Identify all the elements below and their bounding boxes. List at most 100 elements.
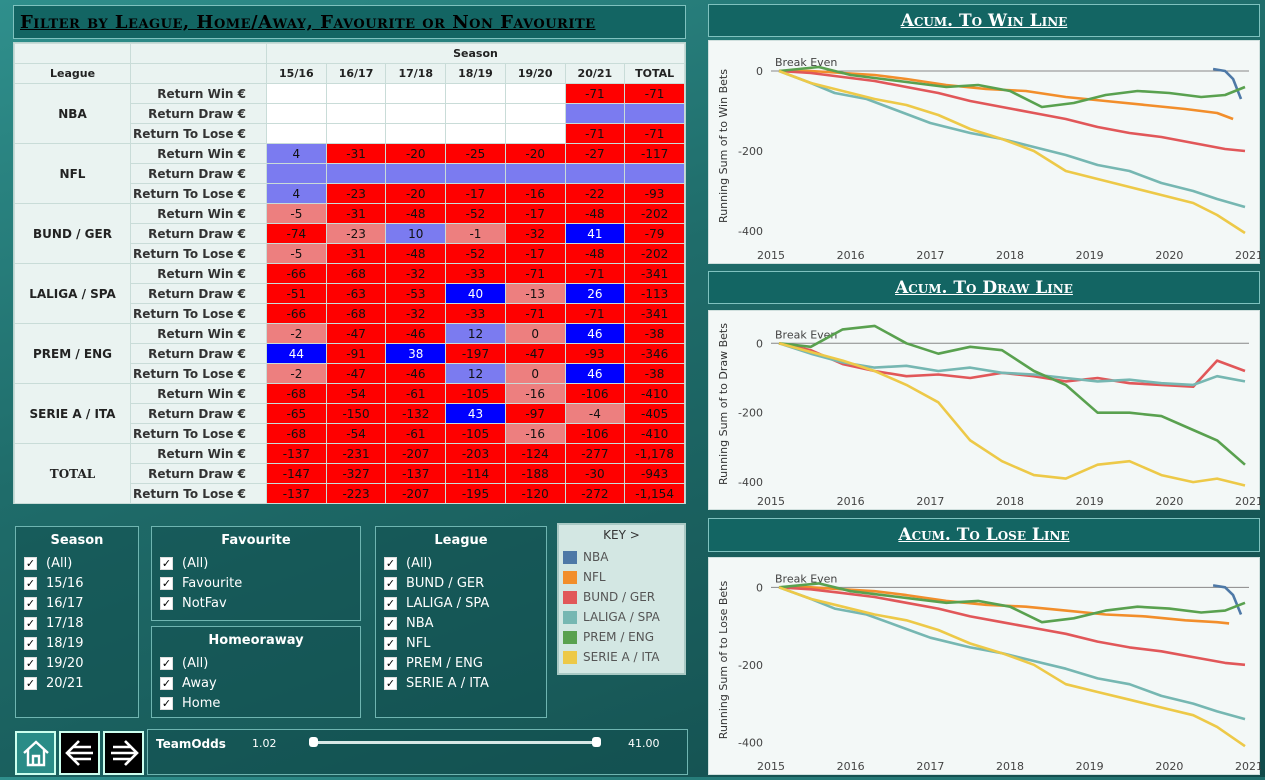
value-cell[interactable]: -68 — [266, 423, 327, 444]
value-cell[interactable]: -410 — [624, 383, 685, 404]
value-cell[interactable]: -65 — [266, 403, 327, 424]
checkbox-icon[interactable]: ✓ — [24, 616, 37, 630]
value-cell[interactable]: -137 — [266, 483, 327, 504]
value-cell[interactable]: -132 — [385, 403, 447, 424]
value-cell[interactable]: -20 — [504, 143, 566, 164]
value-cell[interactable]: 0 — [504, 363, 566, 384]
value-cell[interactable]: -150 — [325, 403, 387, 424]
value-cell[interactable]: 38 — [385, 343, 447, 364]
value-cell[interactable]: -31 — [325, 203, 387, 224]
value-cell[interactable]: 26 — [564, 283, 626, 304]
value-cell[interactable]: 43 — [445, 403, 506, 424]
value-cell[interactable]: -410 — [624, 423, 685, 444]
value-cell[interactable]: -277 — [564, 443, 626, 464]
value-cell[interactable]: 4 — [266, 183, 327, 204]
value-cell[interactable] — [504, 123, 566, 144]
series-line-prem-eng[interactable] — [778, 582, 1246, 624]
value-cell[interactable] — [445, 83, 506, 104]
slider-min-handle[interactable] — [309, 737, 318, 747]
value-cell[interactable]: -105 — [445, 423, 506, 444]
series-line-bund-ger[interactable] — [778, 586, 1246, 667]
value-cell[interactable]: -23 — [325, 223, 387, 244]
checkbox-icon[interactable]: ✓ — [24, 556, 37, 570]
value-cell[interactable] — [564, 103, 626, 124]
slider-track[interactable] — [314, 741, 598, 744]
value-cell[interactable]: -71 — [624, 123, 685, 144]
value-cell[interactable]: -17 — [504, 243, 566, 264]
value-cell[interactable]: -66 — [266, 263, 327, 284]
filter-option[interactable]: ✓ (All) — [152, 653, 360, 673]
checkbox-icon[interactable]: ✓ — [24, 656, 37, 670]
value-cell[interactable]: -48 — [385, 243, 447, 264]
slider-max-handle[interactable] — [592, 737, 601, 747]
series-line-laliga-spa[interactable] — [778, 342, 1246, 387]
value-cell[interactable] — [624, 163, 685, 184]
value-cell[interactable]: 44 — [266, 343, 327, 364]
value-cell[interactable]: -61 — [385, 423, 447, 444]
checkbox-icon[interactable]: ✓ — [24, 676, 37, 690]
checkbox-icon[interactable]: ✓ — [24, 576, 37, 590]
value-cell[interactable]: -33 — [445, 303, 506, 324]
value-cell[interactable] — [504, 163, 566, 184]
filter-option[interactable]: ✓ LALIGA / SPA — [376, 593, 546, 613]
back-button[interactable] — [59, 731, 100, 775]
value-cell[interactable] — [325, 103, 387, 124]
value-cell[interactable]: -61 — [385, 383, 447, 404]
value-cell[interactable]: -231 — [325, 443, 387, 464]
value-cell[interactable]: -46 — [385, 363, 447, 384]
value-cell[interactable]: -52 — [445, 203, 506, 224]
value-cell[interactable]: -113 — [624, 283, 685, 304]
value-cell[interactable] — [325, 83, 387, 104]
checkbox-icon[interactable]: ✓ — [160, 596, 173, 610]
value-cell[interactable]: -71 — [624, 83, 685, 104]
series-line-bund-ger[interactable] — [778, 69, 1246, 153]
value-cell[interactable]: 46 — [564, 323, 626, 344]
value-cell[interactable] — [385, 103, 447, 124]
value-cell[interactable]: -2 — [266, 363, 327, 384]
value-cell[interactable]: -106 — [564, 423, 626, 444]
checkbox-icon[interactable]: ✓ — [160, 556, 173, 570]
checkbox-icon[interactable]: ✓ — [24, 596, 37, 610]
value-cell[interactable]: -223 — [325, 483, 387, 504]
value-cell[interactable]: -91 — [325, 343, 387, 364]
value-cell[interactable]: -47 — [325, 323, 387, 344]
value-cell[interactable]: -17 — [445, 183, 506, 204]
checkbox-icon[interactable]: ✓ — [160, 576, 173, 590]
series-line-laliga-spa[interactable] — [778, 69, 1246, 209]
checkbox-icon[interactable]: ✓ — [384, 636, 397, 650]
value-cell[interactable]: -52 — [445, 243, 506, 264]
filter-option[interactable]: ✓ 17/18 — [16, 613, 138, 633]
value-cell[interactable] — [504, 83, 566, 104]
value-cell[interactable]: -341 — [624, 263, 685, 284]
value-cell[interactable]: -405 — [624, 403, 685, 424]
value-cell[interactable]: -20 — [385, 143, 447, 164]
value-cell[interactable]: -1,154 — [624, 483, 685, 504]
value-cell[interactable]: -66 — [266, 303, 327, 324]
value-cell[interactable] — [445, 123, 506, 144]
value-cell[interactable]: -117 — [624, 143, 685, 164]
value-cell[interactable]: -51 — [266, 283, 327, 304]
filter-option[interactable]: ✓ NotFav — [152, 593, 360, 613]
value-cell[interactable]: -32 — [385, 303, 447, 324]
value-cell[interactable] — [266, 103, 327, 124]
value-cell[interactable]: -71 — [504, 303, 566, 324]
value-cell[interactable]: -137 — [266, 443, 327, 464]
value-cell[interactable]: -93 — [624, 183, 685, 204]
value-cell[interactable]: -106 — [564, 383, 626, 404]
value-cell[interactable]: -16 — [504, 183, 566, 204]
value-cell[interactable]: -63 — [325, 283, 387, 304]
value-cell[interactable]: -105 — [445, 383, 506, 404]
value-cell[interactable]: -207 — [385, 443, 447, 464]
value-cell[interactable]: -202 — [624, 203, 685, 224]
value-cell[interactable]: 40 — [445, 283, 506, 304]
value-cell[interactable]: -1 — [445, 223, 506, 244]
value-cell[interactable] — [504, 103, 566, 124]
value-cell[interactable] — [266, 163, 327, 184]
value-cell[interactable] — [385, 83, 447, 104]
value-cell[interactable]: -71 — [564, 123, 626, 144]
forward-button[interactable] — [103, 731, 144, 775]
filter-option[interactable]: ✓ Favourite — [152, 573, 360, 593]
filter-option[interactable]: ✓ (All) — [376, 553, 546, 573]
value-cell[interactable]: -20 — [385, 183, 447, 204]
series-line-prem-eng[interactable] — [778, 324, 1246, 466]
